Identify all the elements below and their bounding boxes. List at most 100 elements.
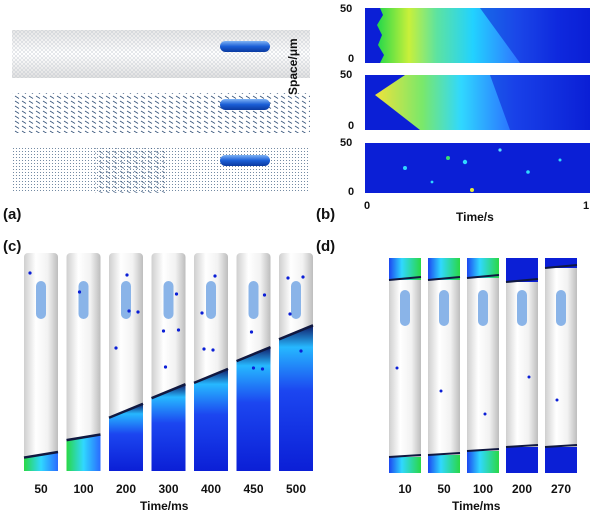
droplet-c — [125, 273, 129, 277]
droplet-c — [299, 349, 303, 353]
droplet-c — [28, 271, 32, 275]
organelle-d-10 — [400, 290, 410, 326]
time-label-d-50: 50 — [437, 482, 451, 496]
organelle-d-270 — [556, 290, 566, 326]
droplet-c — [301, 275, 305, 279]
panel-d-axis-label: Time/ms — [452, 499, 501, 513]
top-front-d-50 — [427, 276, 461, 281]
organelle-c-450 — [248, 281, 259, 319]
panel-c-label: (c) — [3, 238, 22, 255]
tube-c-400 — [193, 253, 229, 471]
fluid-c-300 — [151, 384, 186, 471]
top-front-d-200 — [505, 278, 539, 283]
organelle-c-300 — [163, 281, 174, 319]
panel-c-axis-label: Time/ms — [140, 499, 189, 513]
tube-d-50 — [427, 258, 461, 473]
kymo1-y-top: 50 — [340, 3, 353, 15]
top-fluid-d-10 — [389, 258, 421, 280]
bottom-fluid-d-100 — [467, 451, 499, 473]
organelle-c-100 — [78, 281, 89, 319]
tube-c-100 — [66, 253, 101, 471]
droplet-c — [262, 293, 267, 297]
time-label-d-100: 100 — [472, 482, 494, 496]
top-front-d-10 — [388, 276, 422, 281]
kymo2-y-top: 50 — [340, 69, 353, 81]
time-label-c-450: 450 — [243, 482, 264, 496]
time-label-c-200: 200 — [115, 482, 137, 496]
panel-d-label: (d) — [316, 238, 336, 255]
droplet-d — [439, 389, 443, 393]
time-label-c-50: 50 — [34, 482, 48, 496]
kymograph-3 — [365, 143, 590, 193]
bottom-front-d-200 — [505, 444, 539, 448]
top-fluid-d-50 — [428, 258, 460, 280]
bottom-front-d-10 — [388, 454, 422, 458]
organelle-c-200 — [121, 281, 131, 319]
top-fluid-d-270 — [545, 258, 577, 268]
kymo-x-axis-label: Time/s — [456, 210, 494, 224]
mesh-cylinder-1 — [12, 30, 310, 78]
organelle-d-100 — [478, 290, 488, 326]
bottom-fluid-d-10 — [389, 457, 421, 473]
panel-d-tubes — [388, 258, 578, 473]
kymograph-1 — [365, 8, 590, 63]
droplet-c — [176, 328, 181, 332]
droplet-c — [161, 329, 166, 333]
time-label-c-100: 100 — [73, 482, 94, 496]
tube-d-270 — [544, 258, 578, 473]
top-fluid-d-200 — [506, 258, 538, 282]
droplet-c — [163, 365, 168, 369]
time-label-c-400: 400 — [200, 482, 222, 496]
bottom-fluid-d-270 — [545, 447, 577, 473]
panel-a-label: (a) — [3, 206, 22, 223]
organelle-c-500 — [291, 281, 301, 319]
droplet-c — [249, 330, 254, 334]
top-front-d-270 — [544, 264, 578, 269]
tube-c-200 — [108, 253, 144, 471]
droplet-d — [395, 366, 399, 370]
front-c-400 — [193, 367, 229, 385]
kymo-y-axis-label: Space/μm — [286, 38, 300, 95]
droplet-c — [77, 290, 82, 294]
bottom-front-d-50 — [427, 452, 461, 456]
panel-b-label: (b) — [316, 206, 336, 223]
tube-c-300 — [151, 253, 186, 471]
tube-d-200 — [505, 258, 539, 473]
panel-a-mesh-views — [12, 30, 310, 193]
droplet-c — [260, 367, 265, 371]
tube-d-100 — [466, 258, 500, 473]
organelle-3 — [220, 155, 270, 166]
panel-c-tubes — [23, 253, 314, 471]
droplet-c — [286, 276, 290, 280]
time-label-c-300: 300 — [158, 482, 179, 496]
tube-c-50 — [23, 253, 59, 471]
droplet-c — [211, 348, 215, 352]
droplet-c — [251, 366, 256, 370]
organelle-1 — [220, 41, 270, 52]
droplet-d — [555, 398, 559, 402]
tube-c-450 — [236, 253, 271, 471]
mesh-cylinder-3 — [12, 148, 310, 193]
droplet-c — [114, 346, 118, 350]
tube-d-10 — [388, 258, 422, 473]
front-c-50 — [23, 450, 59, 459]
kymo3-y-top: 50 — [340, 137, 353, 149]
front-c-200 — [108, 402, 144, 419]
droplet-c — [127, 309, 131, 313]
front-c-450 — [236, 345, 271, 363]
top-front-d-100 — [466, 274, 500, 279]
organelle-d-50 — [439, 290, 449, 326]
time-label-d-200: 200 — [511, 482, 533, 496]
fluid-c-200 — [109, 403, 143, 471]
organelle-c-50 — [36, 281, 46, 319]
organelle-c-400 — [206, 281, 216, 319]
droplet-c — [202, 347, 206, 351]
mesh-cylinder-2 — [12, 93, 310, 133]
droplet-d — [483, 412, 487, 416]
bottom-fluid-d-200 — [506, 447, 538, 473]
kymograph-2 — [365, 75, 590, 130]
kymo2-y-bottom: 0 — [348, 120, 355, 132]
droplet-d — [527, 375, 531, 379]
kymo-x-tick-0: 0 — [364, 200, 371, 212]
time-label-c-500: 500 — [285, 482, 307, 496]
